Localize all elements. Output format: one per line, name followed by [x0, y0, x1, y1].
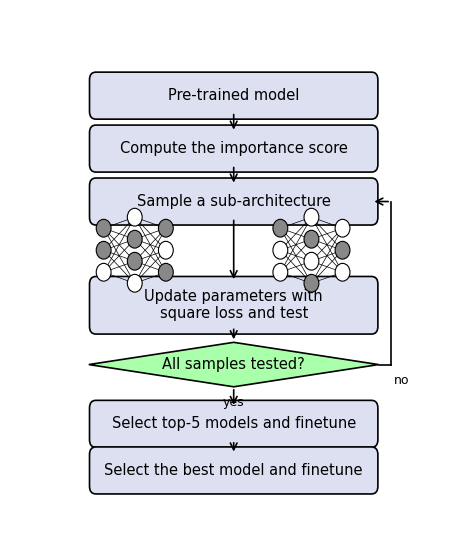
Circle shape [127, 230, 142, 248]
Circle shape [158, 263, 173, 281]
Circle shape [127, 252, 142, 270]
Text: yes: yes [222, 396, 244, 409]
Circle shape [158, 219, 173, 237]
Text: Sample a sub-architecture: Sample a sub-architecture [136, 194, 330, 209]
Circle shape [96, 241, 111, 259]
Circle shape [127, 274, 142, 292]
FancyBboxPatch shape [89, 125, 377, 172]
Circle shape [96, 219, 111, 237]
Polygon shape [89, 342, 378, 387]
FancyBboxPatch shape [89, 400, 377, 447]
Circle shape [334, 263, 349, 281]
Circle shape [303, 252, 318, 270]
FancyBboxPatch shape [89, 277, 377, 334]
Text: All samples tested?: All samples tested? [162, 357, 304, 372]
Circle shape [158, 241, 173, 259]
Text: Select top-5 models and finetune: Select top-5 models and finetune [111, 416, 355, 431]
Text: Select the best model and finetune: Select the best model and finetune [104, 463, 362, 478]
FancyBboxPatch shape [89, 178, 377, 225]
Circle shape [127, 208, 142, 226]
Circle shape [303, 274, 318, 292]
Circle shape [334, 241, 349, 259]
Circle shape [334, 219, 349, 237]
Circle shape [273, 241, 287, 259]
FancyBboxPatch shape [89, 447, 377, 494]
FancyBboxPatch shape [89, 72, 377, 119]
Text: Update parameters with
square loss and test: Update parameters with square loss and t… [144, 289, 322, 322]
Circle shape [96, 263, 111, 281]
Text: no: no [393, 374, 409, 387]
Text: Compute the importance score: Compute the importance score [120, 141, 347, 156]
Circle shape [273, 263, 287, 281]
Circle shape [303, 208, 318, 226]
Text: Pre-trained model: Pre-trained model [167, 88, 299, 103]
Circle shape [303, 230, 318, 248]
Circle shape [273, 219, 287, 237]
